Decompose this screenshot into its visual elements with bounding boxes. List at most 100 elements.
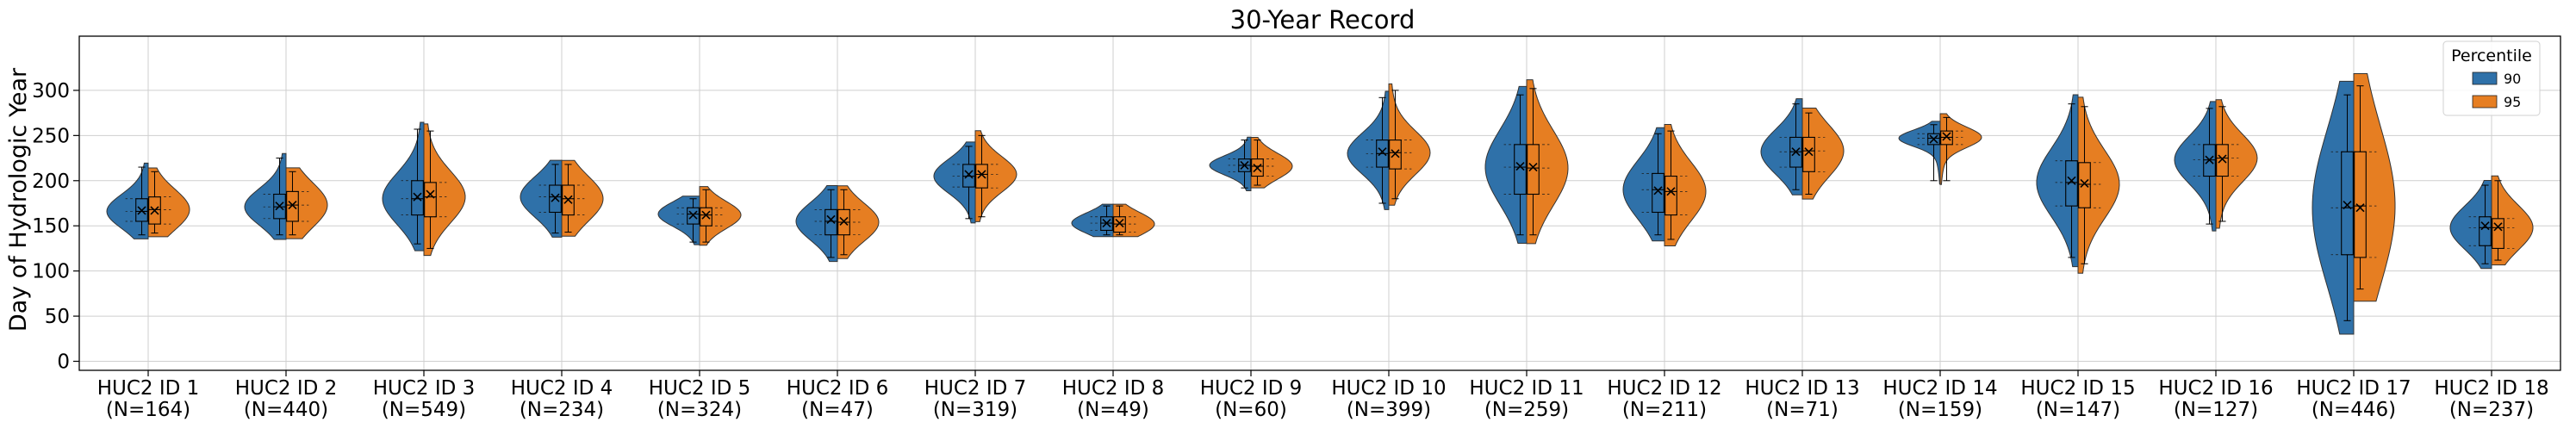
violin-half-90 (657, 195, 700, 245)
violin-half-95 (2353, 73, 2396, 302)
category-count-label: (N=237) (2449, 399, 2534, 421)
legend-swatch-90 (2472, 71, 2498, 85)
violin-half-90 (2174, 101, 2217, 232)
box-iqr (1802, 136, 1815, 172)
category-label: HUC2 ID 9 (1200, 377, 1303, 400)
mean-marker (2218, 154, 2227, 164)
mean-marker (150, 206, 159, 215)
mean-marker (2355, 203, 2365, 213)
mean-marker (288, 201, 297, 210)
mean-marker (2205, 155, 2214, 164)
category-count-label: (N=49) (1077, 399, 1149, 421)
box-iqr (2341, 151, 2354, 256)
category-label: HUC2 ID 8 (1062, 377, 1165, 400)
category-count-label: (N=71) (1766, 399, 1839, 421)
y-tick-label: 150 (32, 215, 70, 238)
category-label: HUC2 ID 7 (924, 377, 1027, 400)
violin-half-90 (1071, 203, 1114, 238)
mean-marker (1791, 147, 1801, 157)
mean-marker (551, 193, 560, 202)
category-label: HUC2 ID 10 (1331, 377, 1446, 400)
violin-half-95 (1801, 107, 1845, 200)
legend-swatch-95 (2472, 95, 2498, 109)
box-iqr (411, 180, 424, 216)
category-count-label: (N=47) (801, 399, 874, 421)
y-tick-label: 250 (32, 125, 70, 147)
mean-marker (563, 195, 573, 204)
mean-marker (275, 202, 284, 211)
mean-marker (839, 216, 849, 227)
category-label: HUC2 ID 1 (97, 377, 200, 400)
category-count-label: (N=549) (382, 399, 466, 421)
box-iqr (1527, 144, 1540, 195)
category-label: HUC2 ID 17 (2296, 377, 2411, 400)
category-count-label: (N=324) (657, 399, 742, 421)
box-iqr (2492, 218, 2504, 249)
violin-half-95 (2491, 175, 2534, 266)
violin-half-90 (520, 159, 563, 238)
category-count-label: (N=259) (1484, 399, 1569, 421)
box-iqr (700, 207, 712, 227)
violin-half-90 (1760, 98, 1803, 195)
violin-half-95 (1388, 83, 1431, 206)
category-label: HUC2 ID 2 (235, 377, 338, 400)
violin-half-95 (1250, 136, 1293, 189)
mean-marker (1929, 134, 1938, 144)
mean-marker (2080, 178, 2089, 188)
mean-marker (1528, 162, 1538, 172)
box-iqr (975, 164, 988, 189)
violin-half-95 (699, 186, 742, 246)
boxplots (135, 85, 2504, 321)
violin-half-95 (147, 167, 190, 238)
violin-half-90 (795, 185, 838, 263)
box-iqr (2078, 162, 2091, 208)
category-count-label: (N=399) (1347, 399, 1431, 421)
legend: Percentile 90 95 (2442, 40, 2541, 116)
box-iqr (424, 182, 437, 218)
mean-marker (1115, 219, 1124, 228)
box-iqr (286, 190, 299, 222)
box-iqr (2354, 151, 2367, 258)
box-iqr (2065, 160, 2078, 207)
category-count-label: (N=159) (1898, 399, 1982, 421)
category-count-label: (N=440) (244, 399, 328, 421)
mean-marker (2480, 221, 2490, 231)
y-tick-label: 100 (32, 261, 70, 283)
category-label: HUC2 ID 12 (1607, 377, 1721, 400)
y-tick-label: 300 (32, 80, 70, 102)
box-iqr (2479, 216, 2492, 246)
mean-marker (1391, 149, 1400, 158)
mean-marker (826, 214, 836, 224)
category-count-label: (N=127) (2174, 399, 2258, 421)
mean-marker (688, 210, 698, 220)
legend-title: Percentile (2451, 47, 2532, 65)
mean-marker (701, 210, 711, 220)
violin-half-95 (1112, 203, 1155, 238)
category-count-label: (N=211) (1622, 399, 1707, 421)
category-count-label: (N=147) (2036, 399, 2120, 421)
mean-marker (1253, 164, 1262, 173)
box-iqr (2216, 144, 2229, 177)
legend-label-90: 90 (2504, 71, 2521, 87)
box-iqr (1664, 175, 1677, 216)
category-label: HUC2 ID 6 (787, 377, 889, 400)
category-label: HUC2 ID 15 (2020, 377, 2135, 400)
box-iqr (135, 198, 148, 222)
mean-marker (2067, 176, 2076, 185)
y-tick-label: 0 (57, 351, 70, 374)
violin-half-90 (933, 141, 976, 224)
mean-marker (977, 170, 986, 179)
y-tick-label: 200 (32, 171, 70, 193)
mean-marker (1515, 161, 1525, 171)
mean-marker (426, 189, 435, 199)
mean-marker (1942, 132, 1951, 141)
mean-marker (1102, 219, 1111, 228)
y-tick-label: 50 (45, 306, 70, 328)
box-iqr (1389, 140, 1402, 170)
category-label: HUC2 ID 18 (2434, 377, 2548, 400)
category-label: HUC2 ID 13 (1745, 377, 1859, 400)
box-iqr (1927, 133, 1940, 146)
category-count-label: (N=446) (2312, 399, 2396, 421)
box-iqr (562, 184, 575, 216)
